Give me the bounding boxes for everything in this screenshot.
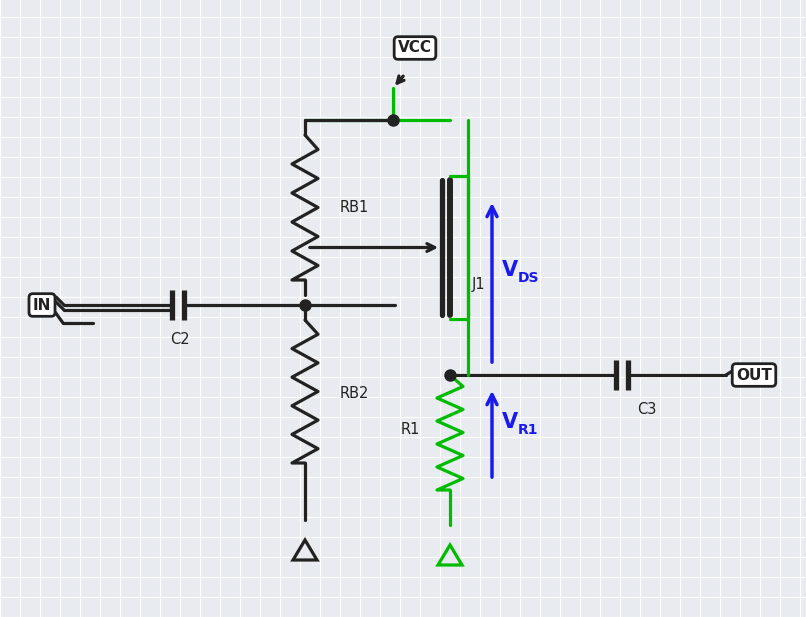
Text: V: V — [502, 412, 518, 432]
Text: R1: R1 — [518, 423, 538, 437]
Text: OUT: OUT — [736, 368, 772, 383]
Text: DS: DS — [518, 271, 539, 286]
Polygon shape — [438, 545, 462, 565]
Text: C2: C2 — [170, 333, 189, 347]
Text: RB1: RB1 — [340, 201, 369, 215]
Text: IN: IN — [33, 297, 52, 312]
Text: J1: J1 — [472, 278, 486, 292]
Text: RB2: RB2 — [340, 386, 369, 400]
Text: R1: R1 — [401, 423, 420, 437]
Text: VCC: VCC — [398, 41, 432, 56]
Text: C3: C3 — [637, 402, 656, 418]
Polygon shape — [293, 540, 317, 560]
Text: V: V — [502, 260, 518, 281]
